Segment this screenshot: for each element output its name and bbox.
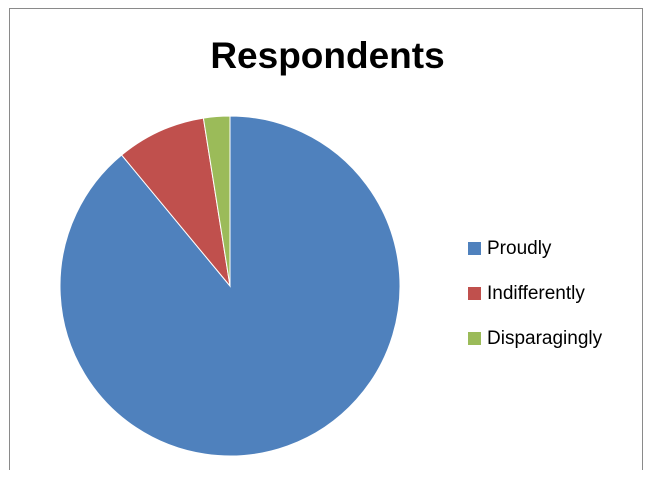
legend-swatch-disparagingly <box>468 332 481 345</box>
pie-slices <box>59 115 401 457</box>
legend-label-proudly: Proudly <box>487 237 552 259</box>
legend: Proudly Indifferently Disparagingly <box>468 226 602 361</box>
pie-slice-indifferently <box>120 117 231 288</box>
legend-item-indifferently: Indifferently <box>468 271 602 316</box>
pie-slice-proudly <box>59 115 401 457</box>
legend-swatch-indifferently <box>468 287 481 300</box>
legend-item-disparagingly: Disparagingly <box>468 316 602 361</box>
legend-label-disparagingly: Disparagingly <box>487 327 603 349</box>
chart-title: Respondents <box>210 35 445 76</box>
legend-item-proudly: Proudly <box>468 226 602 271</box>
chart-frame <box>9 8 643 470</box>
pie-slice-disparagingly <box>202 115 231 287</box>
legend-swatch-proudly <box>468 242 481 255</box>
legend-label-indifferently: Indifferently <box>487 282 585 304</box>
